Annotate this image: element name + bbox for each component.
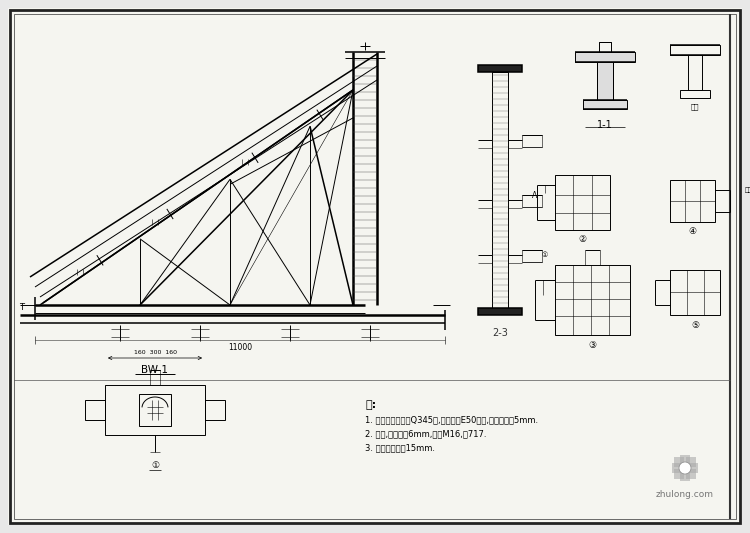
Bar [555,265,630,335]
Text: 1. 钢材、焊条选用Q345钢,焊条采用E50系列,焊缝高度为5mm.: 1. 钢材、焊条选用Q345钢,焊条采用E50系列,焊缝高度为5mm. [365,415,538,424]
Bar [85,400,105,420]
FancyBboxPatch shape [680,455,690,465]
Text: zhulong.com: zhulong.com [656,490,714,499]
Text: ①: ① [542,252,548,258]
Bar [522,250,542,262]
FancyBboxPatch shape [688,463,698,473]
Bar [599,42,611,52]
FancyBboxPatch shape [686,469,696,479]
Text: 11000: 11000 [228,343,252,351]
Bar [670,45,720,55]
FancyBboxPatch shape [680,471,690,481]
Text: ③: ③ [588,341,596,350]
Text: ②: ② [578,236,586,245]
Bar [670,180,715,222]
Bar [575,52,635,62]
Text: 3. 钢结构涂料约15mm.: 3. 钢结构涂料约15mm. [365,443,435,452]
Text: 2-3: 2-3 [492,328,508,338]
Text: 注:: 注: [365,400,376,410]
FancyBboxPatch shape [686,457,696,467]
Bar [555,175,610,230]
Text: 1-1: 1-1 [597,120,613,130]
Bar [139,394,171,426]
Bar [670,270,720,315]
FancyBboxPatch shape [672,463,682,473]
Bar [597,62,613,100]
Bar [583,100,627,109]
Bar [492,72,508,308]
Text: ①: ① [151,461,159,470]
Bar [522,135,542,147]
Text: 2. 螺栓,抗剪栓钉6mm,螺栓M16,共717.: 2. 螺栓,抗剪栓钉6mm,螺栓M16,共717. [365,429,487,438]
Circle shape [679,462,691,474]
Text: 钢板: 钢板 [691,104,699,110]
Bar [680,90,710,98]
Text: T: T [20,303,25,311]
Bar [478,308,522,315]
Bar [478,65,522,72]
Text: ④: ④ [688,228,696,237]
Text: ⑤: ⑤ [691,320,699,329]
FancyBboxPatch shape [674,469,684,479]
Bar [522,195,542,207]
Text: 加劲板: 加劲板 [745,187,750,193]
Text: A: A [532,190,538,199]
Bar [205,400,225,420]
FancyBboxPatch shape [674,457,684,467]
Text: 160  300  160: 160 300 160 [134,350,176,354]
Text: BW-1: BW-1 [142,365,169,375]
Bar [105,385,205,435]
